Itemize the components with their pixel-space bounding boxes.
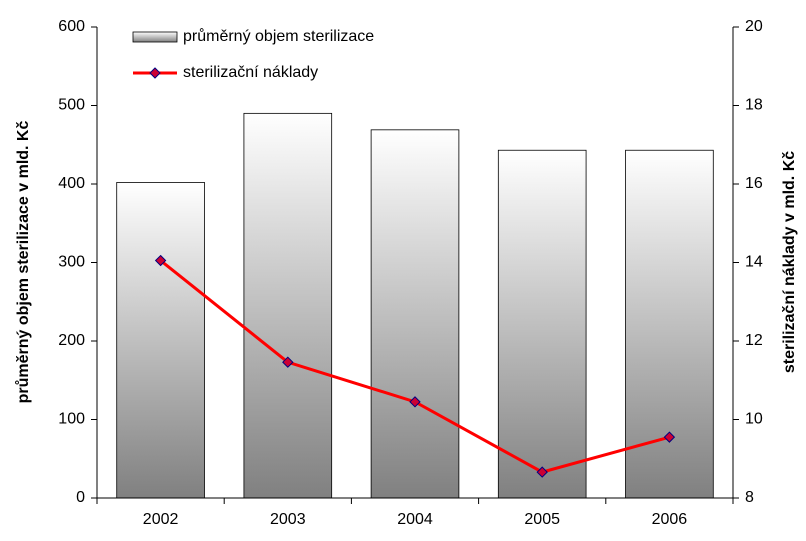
bar [497,149,587,499]
y2-tick-label: 20 [745,18,763,35]
line-marker [536,466,548,478]
line-marker [282,356,294,368]
y-tick-label: 400 [58,175,85,192]
x-tick-label: 2003 [270,511,306,528]
line-marker [409,396,421,408]
legend-marker [149,67,161,79]
y2-tick-label: 12 [745,332,763,349]
y-tick-label: 300 [58,254,85,271]
y-tick-label: 100 [58,411,85,428]
x-tick-label: 2002 [143,511,179,528]
x-tick-label: 2006 [652,511,688,528]
bar [243,112,333,499]
y-tick-label: 600 [58,18,85,35]
bar [370,129,460,499]
line-marker [663,431,676,443]
x-tick-label: 2005 [524,511,560,528]
line-marker [154,254,167,267]
y2-tick-label: 10 [745,411,763,428]
y-axis-title: průměrný objem sterilizace v mld. Kč [15,121,32,404]
legend-label: sterilizační náklady [183,64,318,81]
y-tick-label: 500 [58,97,85,114]
bar [116,182,205,499]
legend-swatch [132,31,178,43]
y2-tick-label: 16 [745,175,763,192]
y-tick-label: 0 [76,489,85,506]
y-tick-label: 200 [58,332,85,349]
y2-tick-label: 8 [745,489,754,506]
y2-axis-title: sterilizační náklady v mld. Kč [781,151,798,373]
y2-tick-label: 18 [745,97,763,114]
x-tick-label: 2004 [397,511,433,528]
legend-label: průměrný objem sterilizace [183,27,374,45]
y2-tick-label: 14 [745,254,763,271]
